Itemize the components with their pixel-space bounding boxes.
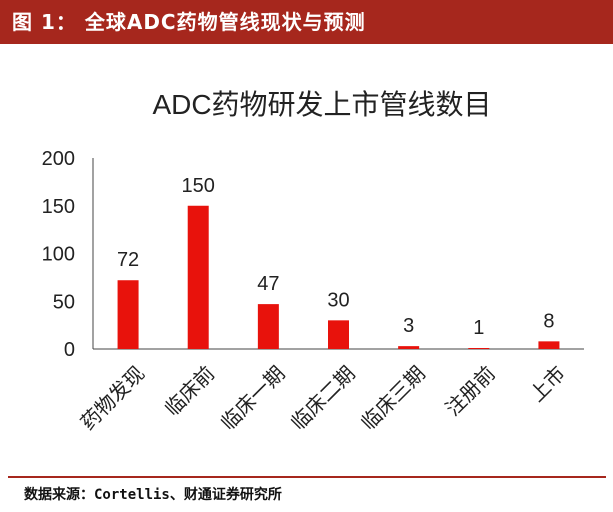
data-label: 150 bbox=[182, 175, 215, 197]
header-bar: 图 1： 全球ADC药物管线现状与预测 bbox=[0, 0, 613, 44]
data-label: 8 bbox=[543, 310, 554, 332]
bar bbox=[257, 304, 279, 349]
bar bbox=[468, 348, 490, 349]
bar bbox=[117, 280, 139, 349]
bar bbox=[398, 346, 420, 349]
y-tick-label: 100 bbox=[42, 244, 75, 266]
x-tick-label: 临床三期 bbox=[357, 362, 430, 435]
y-tick-label: 200 bbox=[42, 148, 75, 170]
x-tick-label: 注册前 bbox=[441, 362, 500, 421]
data-label: 3 bbox=[403, 315, 414, 337]
data-label: 47 bbox=[257, 273, 279, 295]
chart-title: ADC药物研发上市管线数目 bbox=[152, 89, 491, 120]
bar bbox=[328, 320, 349, 349]
footer-divider bbox=[8, 476, 606, 478]
x-tick-label: 临床前 bbox=[161, 362, 220, 421]
bar bbox=[187, 205, 209, 349]
bar bbox=[538, 341, 560, 349]
x-tick-label: 上市 bbox=[526, 362, 571, 407]
x-tick-label: 临床二期 bbox=[287, 362, 360, 435]
data-label: 1 bbox=[473, 317, 484, 339]
figure-title: 图 1： 全球ADC药物管线现状与预测 bbox=[12, 10, 366, 34]
x-tick-label: 临床一期 bbox=[217, 362, 290, 435]
y-tick-label: 0 bbox=[64, 339, 75, 361]
data-label: 72 bbox=[117, 249, 139, 271]
x-tick-label: 药物发现 bbox=[76, 362, 149, 435]
y-tick-label: 50 bbox=[53, 291, 75, 313]
data-label: 30 bbox=[327, 289, 349, 311]
source-note: 数据来源：Cortellis、财通证券研究所 bbox=[24, 487, 282, 503]
y-tick-label: 150 bbox=[42, 196, 75, 218]
